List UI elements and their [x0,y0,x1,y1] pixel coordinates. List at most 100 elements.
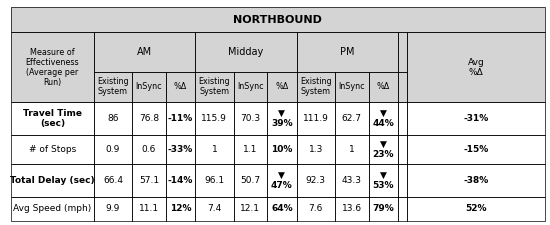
Bar [296,72,335,102]
Bar [368,72,398,102]
Bar [11,164,94,197]
Text: 79%: 79% [372,204,394,213]
Bar [335,72,368,102]
Bar [335,197,368,220]
Text: InSync: InSync [136,82,162,91]
Text: 43.3: 43.3 [342,176,362,185]
Bar [195,72,234,102]
Bar [296,197,335,220]
Bar [398,72,408,102]
Text: PM: PM [340,47,354,57]
Bar [132,135,166,164]
Bar [368,197,398,220]
Text: Existing
System: Existing System [300,77,332,97]
Text: Midday: Midday [228,47,263,57]
Bar [195,102,234,135]
Bar [132,164,166,197]
Bar [398,135,408,164]
Bar [398,32,408,72]
Bar [267,102,296,135]
Bar [195,164,234,197]
Bar [398,164,408,197]
Bar [195,197,234,220]
Text: NORTHBOUND: NORTHBOUND [233,15,322,25]
Bar [234,197,267,220]
Bar [11,32,94,102]
Bar [195,164,234,197]
Bar [11,164,94,197]
Bar [368,102,398,135]
Text: 0.9: 0.9 [106,145,120,154]
Bar [267,164,296,197]
Bar [132,197,166,220]
Bar [94,72,132,102]
Bar [368,135,398,164]
Bar [11,7,544,32]
Text: 50.7: 50.7 [240,176,261,185]
Bar [398,72,408,102]
Bar [11,7,544,32]
Text: ▼
53%: ▼ 53% [372,171,394,190]
Bar [267,102,296,135]
Bar [368,164,398,197]
Bar [195,32,296,72]
Bar [195,72,234,102]
Bar [166,72,195,102]
Text: -31%: -31% [464,114,488,123]
Text: -15%: -15% [464,145,488,154]
Text: AM: AM [137,47,152,57]
Text: %Δ: %Δ [377,82,390,91]
Text: ▼
47%: ▼ 47% [271,171,293,190]
Bar [11,135,94,164]
Bar [166,197,195,220]
Bar [335,164,368,197]
Bar [166,72,195,102]
Bar [335,164,368,197]
Bar [368,164,398,197]
Bar [11,135,94,164]
Text: 52%: 52% [465,204,487,213]
Bar [132,135,166,164]
Text: 7.6: 7.6 [309,204,323,213]
Bar [94,135,132,164]
Bar [368,102,398,135]
Text: Avg Speed (mph): Avg Speed (mph) [13,204,92,213]
Text: 0.6: 0.6 [142,145,156,154]
Bar [94,135,132,164]
Bar [267,164,296,197]
Bar [408,164,544,197]
Bar [398,135,408,164]
Text: # of Stops: # of Stops [29,145,76,154]
Bar [408,32,544,102]
Text: 66.4: 66.4 [103,176,123,185]
Text: InSync: InSync [237,82,263,91]
Text: 1: 1 [212,145,217,154]
Bar [296,164,335,197]
Bar [132,164,166,197]
Bar [234,102,267,135]
Bar [166,164,195,197]
Text: ▼
39%: ▼ 39% [271,109,293,128]
Bar [166,197,195,220]
Bar [296,32,398,72]
Bar [234,102,267,135]
Bar [132,102,166,135]
Bar [195,32,296,72]
Bar [195,102,234,135]
Text: 10%: 10% [271,145,293,154]
Bar [132,102,166,135]
Bar [132,72,166,102]
Text: ▼
23%: ▼ 23% [372,140,394,159]
Text: ▼
44%: ▼ 44% [372,109,394,128]
Bar [166,102,195,135]
Text: 96.1: 96.1 [204,176,224,185]
Bar [94,197,132,220]
Text: 57.1: 57.1 [139,176,159,185]
Text: -38%: -38% [464,176,488,185]
Bar [94,32,195,72]
Text: %Δ: %Δ [174,82,187,91]
Bar [408,135,544,164]
Bar [195,135,234,164]
Bar [408,135,544,164]
Bar [11,197,94,220]
